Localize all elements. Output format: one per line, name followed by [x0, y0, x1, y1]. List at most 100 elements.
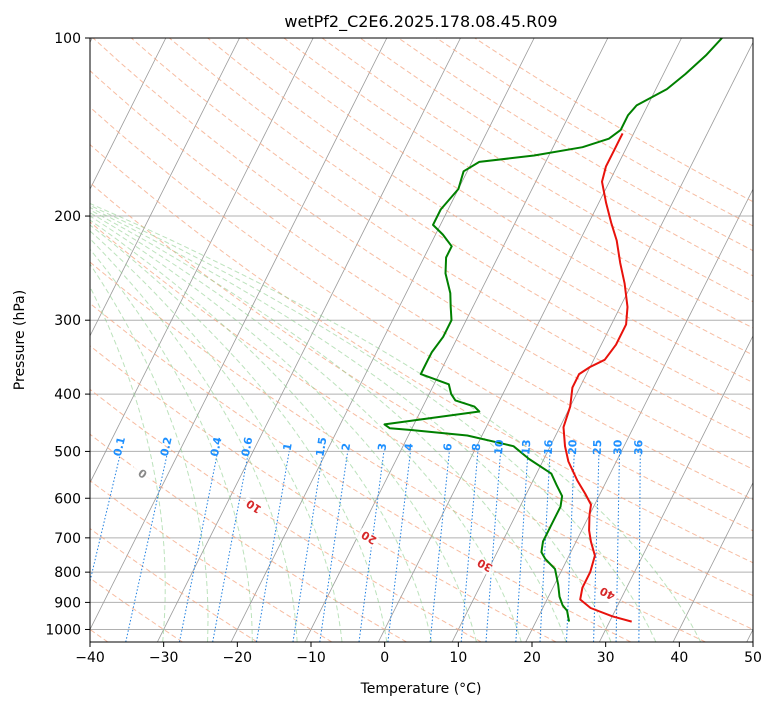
mixing-ratio-line: [125, 451, 169, 642]
y-tick-label: 700: [54, 531, 81, 547]
plot-frame: [89, 37, 754, 643]
label-halo: [355, 527, 381, 550]
mixing-ratio-lines: [90, 451, 641, 642]
dewpoint-line: [383, 38, 723, 622]
dry-adiabat-line: [169, 38, 753, 412]
mixing-ratio-label: 6: [441, 442, 455, 451]
mixing-ratio-line: [387, 451, 411, 642]
moist-adiabat-line: [90, 209, 567, 642]
mixing-ratio-line: [358, 451, 385, 642]
y-tick-label: 1000: [45, 622, 81, 638]
x-axis-label: Temperature (°C): [360, 681, 482, 697]
dry-adiabat-line: [90, 433, 407, 642]
mixing-ratio-line: [460, 451, 479, 642]
isotherm-line: [90, 38, 240, 337]
mixing-ratio-label: 30: [611, 439, 624, 455]
y-tick-label: 800: [54, 565, 81, 581]
x-tick-label: 20: [523, 650, 541, 666]
dry-adiabat-line: [283, 38, 753, 329]
mixing-ratio-label: 13: [519, 439, 533, 455]
mixing-ratio-label: 4: [402, 442, 416, 451]
dry-adiabat-line: [207, 38, 753, 384]
y-tick-label: 900: [54, 595, 81, 611]
x-tick-label: 40: [670, 650, 688, 666]
mixing-ratio-label: 0.1: [111, 436, 128, 458]
mixing-ratio-line: [515, 451, 529, 642]
mixing-ratio-label: 0.2: [158, 436, 175, 458]
x-tick-label: 50: [744, 650, 762, 666]
dry-adiabat-line: [90, 70, 753, 501]
moist-adiabat-line: [90, 224, 388, 642]
mixing-ratio-line: [255, 451, 290, 642]
y-tick-label: 500: [54, 444, 81, 460]
moist-adiabat-line: [90, 206, 612, 642]
x-tick-label: −40: [75, 650, 105, 666]
y-tick-label: 400: [54, 387, 81, 403]
moist-adiabat-line: [90, 285, 166, 642]
mixing-ratio-line: [615, 451, 620, 642]
temperature-line: [562, 132, 632, 623]
mixing-ratio-label: 2: [339, 442, 353, 451]
label-halo: [240, 496, 266, 519]
x-tick-label: 10: [449, 650, 467, 666]
moist-adiabat-line: [90, 219, 433, 642]
mixing-ratio-line: [212, 451, 250, 642]
mixing-ratio-label: 1: [281, 442, 295, 452]
moist-adiabat-line: [90, 230, 343, 642]
mixing-ratio-line: [539, 451, 551, 642]
dry-adiabat-line: [90, 388, 482, 642]
x-tick-label: 30: [597, 650, 615, 666]
isotherm-line: [672, 481, 753, 642]
isotherm-line: [451, 41, 753, 642]
y-tick-label: 600: [54, 491, 81, 507]
mixing-ratio-label: 8: [470, 443, 484, 452]
isotherm-line: [599, 335, 753, 642]
dry-adiabat-line: [90, 221, 753, 631]
mixing-ratio-label: 0.4: [208, 436, 225, 458]
moist-adiabat-line: [90, 215, 477, 642]
isotherm-line: [230, 38, 535, 642]
dry-adiabat-line: [90, 577, 183, 642]
isotherm-line: [378, 38, 682, 642]
dry-adiabat-line: [245, 38, 753, 356]
moist-adiabat-line: [90, 212, 522, 642]
y-tick-label: 200: [54, 209, 81, 225]
x-tick-label: −10: [296, 650, 326, 666]
label-halo: [471, 555, 497, 578]
mixing-ratio-label: 1.5: [314, 436, 330, 457]
profile-lines: [383, 38, 723, 623]
chart-title: wetPf2_C2E6.2025.178.08.45.R09: [284, 12, 557, 32]
mixing-ratio-label: 20: [566, 439, 580, 455]
y-tick-label: 100: [54, 31, 81, 47]
isotherm-line: [525, 188, 753, 642]
y-tick-label: 300: [54, 313, 81, 329]
x-tick-label: −20: [223, 650, 253, 666]
mixing-ratio-label: 0.6: [239, 436, 255, 458]
dry-adiabat-line: [90, 106, 753, 532]
mixing-ratio-line: [429, 451, 450, 642]
isotherm-line: [90, 38, 388, 631]
y-axis-label: Pressure (hPa): [12, 290, 28, 390]
mixing-ratio-label: 10: [492, 439, 506, 456]
isotherm-line: [90, 38, 314, 484]
mixing-ratio-line: [178, 451, 219, 642]
mixing-ratio-label: 16: [542, 439, 556, 455]
mixing-ratio-label: 36: [632, 439, 645, 455]
label-halo: [129, 463, 155, 486]
x-tick-label: −30: [149, 650, 179, 666]
dry-adiabat-label: 40: [597, 584, 617, 603]
dry-adiabat-line: [90, 345, 557, 642]
mixing-ratio-label: 25: [591, 439, 604, 455]
moist-adiabat-line: [90, 248, 253, 642]
moist-adiabat-line: [90, 204, 657, 642]
isotherm-line: [90, 38, 167, 191]
moist-adiabat-line: [90, 238, 298, 642]
y-axis: 100 200 300 400 500 600 700 800 900 1000: [45, 31, 90, 638]
label-halo: [594, 584, 620, 605]
mixing-ratio-line: [292, 451, 324, 642]
mixing-ratio-line: [319, 451, 349, 642]
dry-adiabat-line: [90, 261, 706, 642]
isoline-labels: 0.1 0.2 0.4 0.6 1 1.5 2 3 4 6 8 10 13 16 20 25 30 3601020…: [111, 436, 645, 605]
moist-adiabat-line: [90, 202, 702, 642]
